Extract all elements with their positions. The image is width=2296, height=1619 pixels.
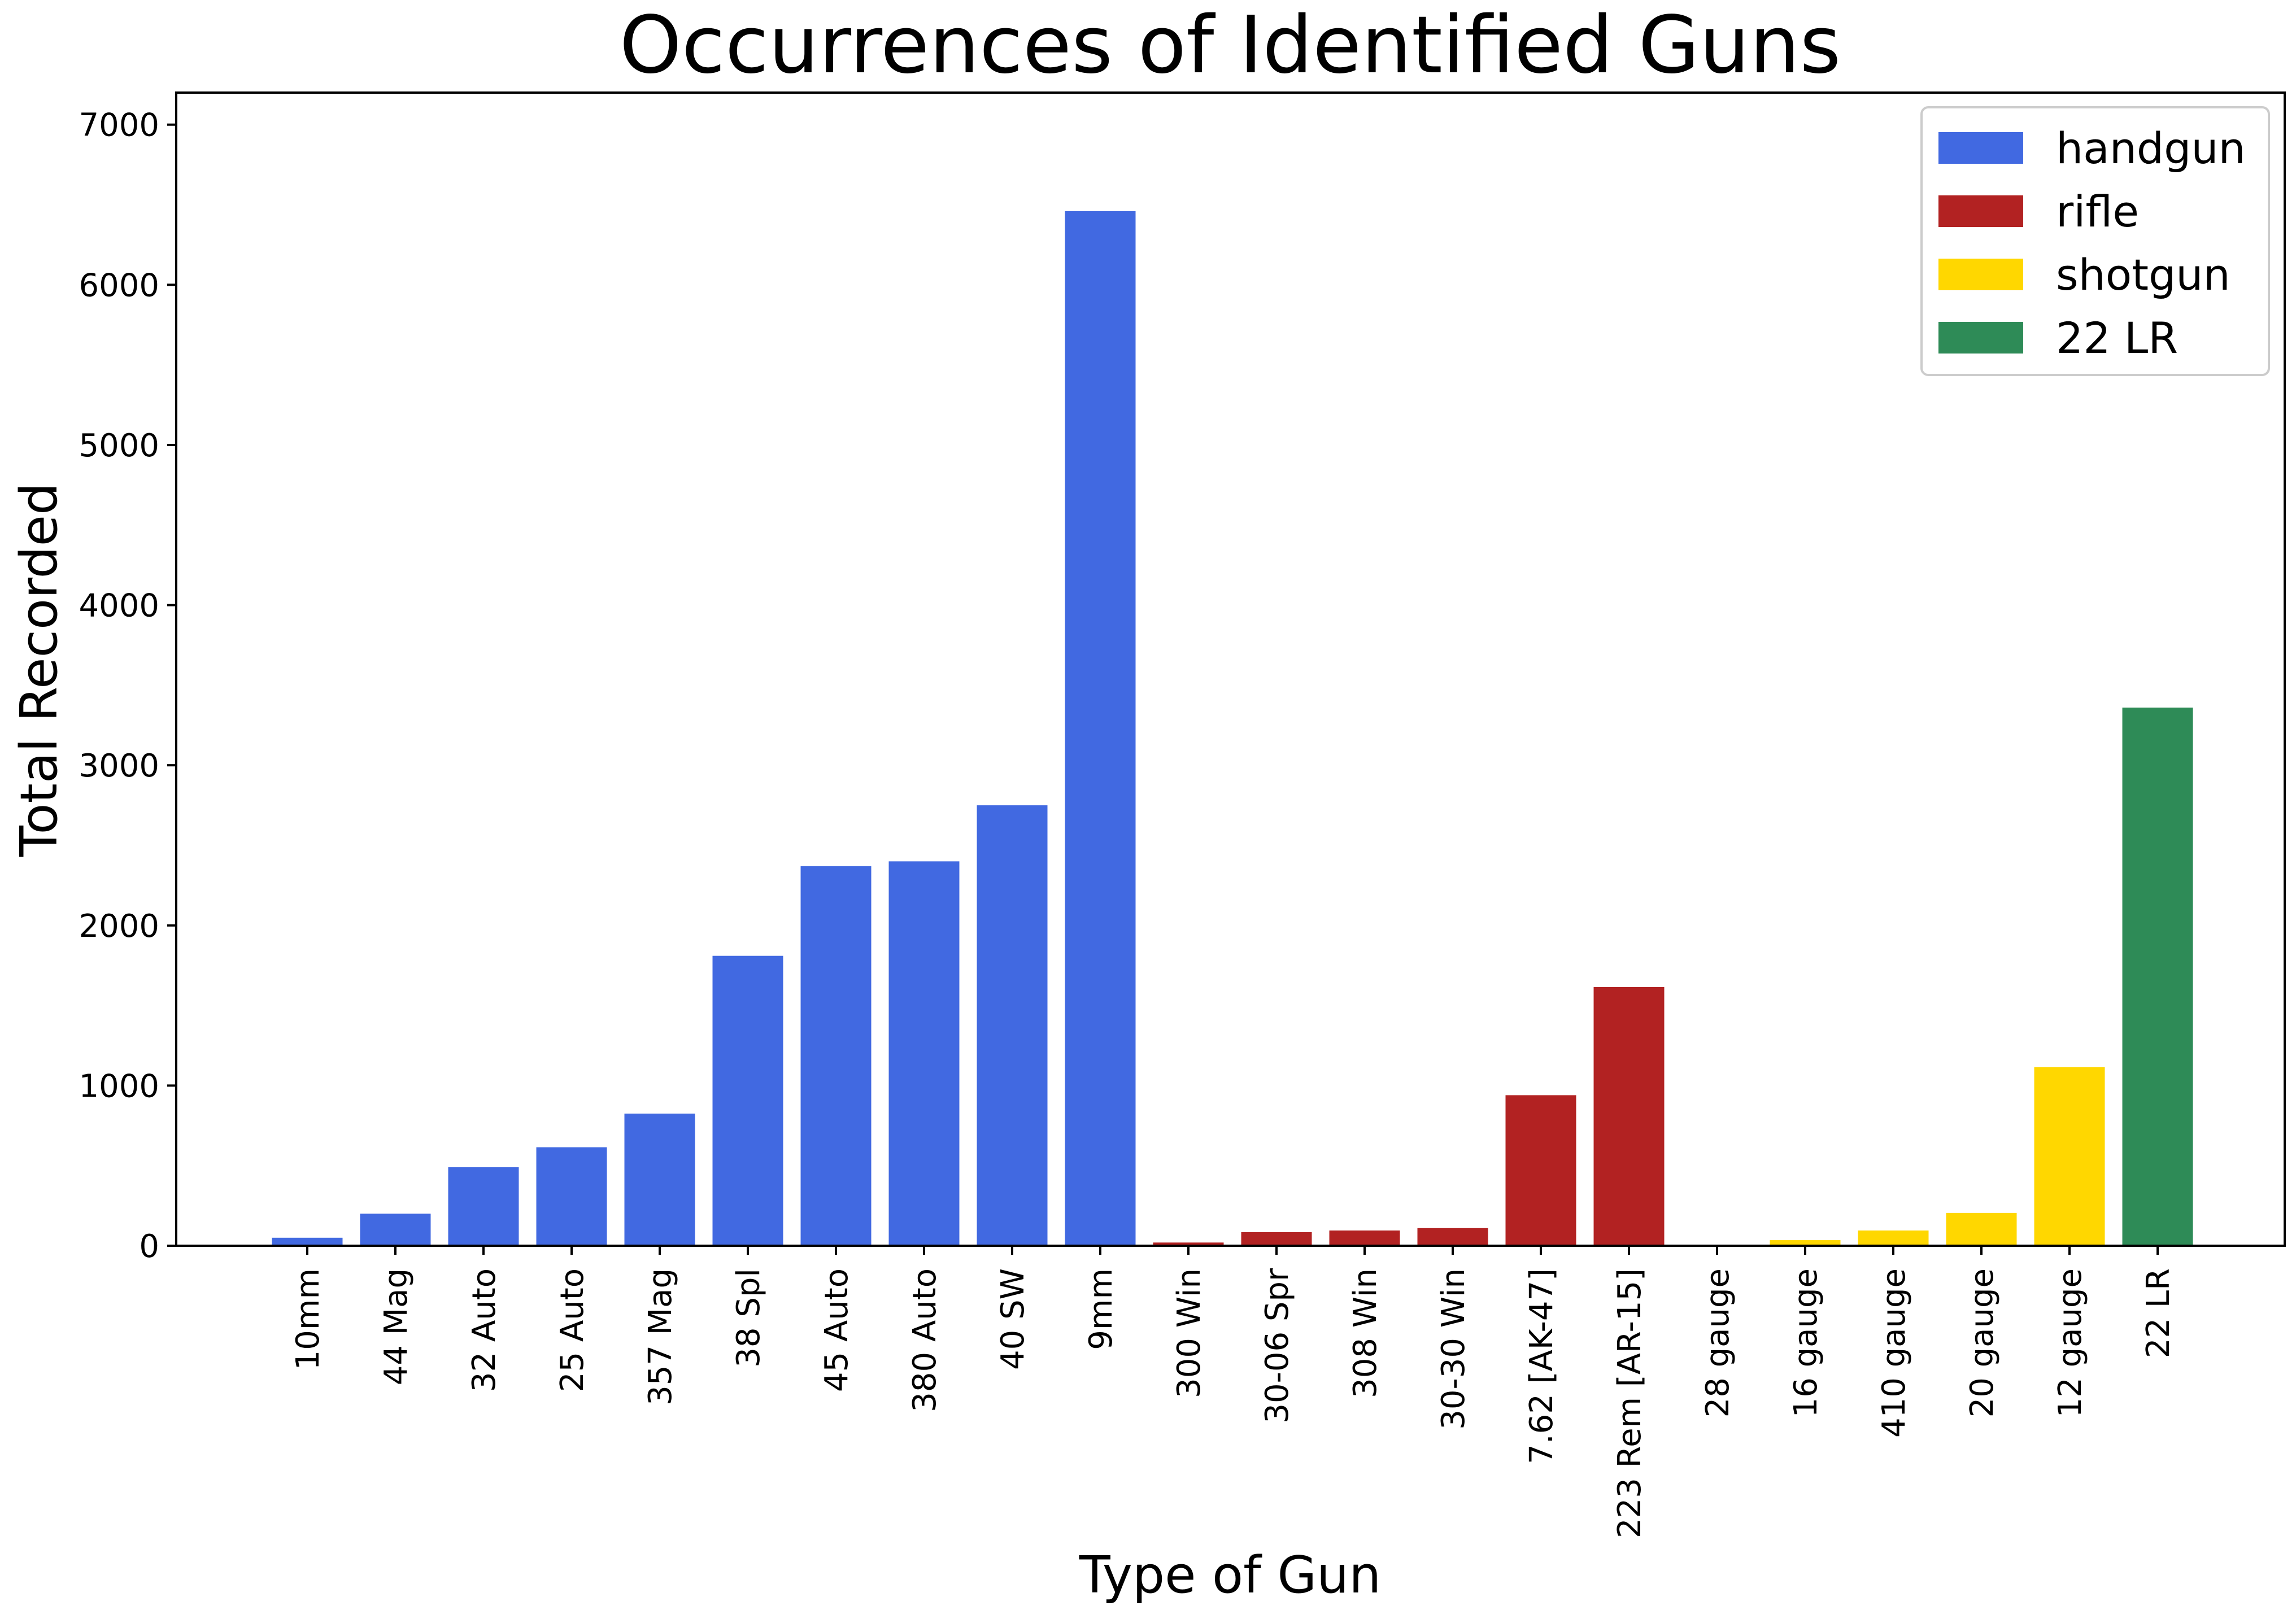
bars-group — [272, 211, 2193, 1246]
legend-box — [1920, 106, 2270, 376]
bar-44-mag — [360, 1214, 431, 1246]
bar-30-30-win — [1417, 1228, 1488, 1246]
x-tick-label: 40 SW — [995, 1268, 1031, 1370]
bar-223-rem-ar-15- — [1593, 987, 1665, 1246]
legend-label: 22 LR — [2056, 313, 2178, 363]
bar-7-62-ak-47- — [1505, 1095, 1576, 1246]
y-tick-label: 4000 — [79, 588, 159, 625]
x-tick-label: 300 Win — [1171, 1268, 1208, 1398]
x-tick-label: 223 Rem [AR-15] — [1611, 1268, 1648, 1538]
bar-357-mag — [624, 1114, 695, 1246]
y-tick-label: 0 — [139, 1228, 159, 1265]
bar-38-spl — [712, 955, 783, 1246]
x-tick-label: 357 Mag — [642, 1268, 679, 1406]
plot-area-frame — [175, 91, 2286, 1247]
y-tick-label: 3000 — [79, 748, 159, 784]
y-tick-label: 1000 — [79, 1068, 159, 1105]
x-tick-label: 30-06 Spr — [1259, 1268, 1296, 1424]
x-tick-label: 9mm — [1083, 1268, 1119, 1350]
bar-32-auto — [448, 1167, 519, 1246]
x-tick-label: 38 Spl — [730, 1268, 767, 1368]
y-axis-label: Total Recorded — [10, 483, 69, 857]
x-tick-label: 16 gauge — [1788, 1268, 1824, 1417]
chart-title: Occurrences of Identified Guns — [620, 0, 1841, 91]
x-tick-label: 28 gauge — [1700, 1268, 1736, 1417]
x-tick-label: 308 Win — [1347, 1268, 1384, 1398]
x-tick-label: 20 gauge — [1964, 1268, 2001, 1417]
bar-10mm — [272, 1237, 343, 1246]
x-axis-label: Type of Gun — [1079, 1546, 1382, 1605]
bar-40-sw — [977, 805, 1048, 1246]
x-tick-label: 12 gauge — [2052, 1268, 2089, 1417]
bar-380-auto — [888, 861, 960, 1246]
y-tick-label: 7000 — [79, 107, 159, 144]
legend-swatch-shotgun — [1938, 259, 2023, 290]
y-tick-label: 2000 — [79, 908, 159, 945]
x-tick-label: 45 Auto — [818, 1268, 855, 1392]
bar-410-gauge — [1858, 1230, 1929, 1246]
bar-30-06-spr — [1241, 1232, 1312, 1246]
y-tick-label: 5000 — [79, 427, 159, 464]
x-tick-label: 7.62 [AK-47] — [1523, 1268, 1560, 1464]
x-tick-label: 25 Auto — [554, 1268, 591, 1392]
bar-16-gauge — [1770, 1240, 1841, 1246]
x-tick-label: 380 Auto — [907, 1268, 943, 1412]
x-tick-label: 22 LR — [2140, 1268, 2177, 1358]
x-tick-label: 30-30 Win — [1435, 1268, 1472, 1430]
legend-swatch-handgun — [1938, 132, 2023, 164]
x-tick-label: 410 gauge — [1876, 1268, 1912, 1438]
legend: handgun rifle shotgun 22 LR — [1920, 106, 2270, 376]
bar-22-lr — [2122, 708, 2193, 1246]
x-tick-label: 10mm — [290, 1268, 326, 1370]
legend-label: handgun — [2056, 123, 2246, 173]
bar-20-gauge — [1946, 1212, 2017, 1246]
bar-300-win — [1153, 1242, 1224, 1246]
x-tick-label: 32 Auto — [466, 1268, 503, 1392]
bar-9mm — [1065, 211, 1136, 1246]
legend-swatch-rifle — [1938, 195, 2023, 227]
bar-308-win — [1329, 1230, 1400, 1246]
legend-label: shotgun — [2056, 250, 2230, 300]
y-tick-label: 6000 — [79, 267, 159, 304]
y-axis-ticks: 0 1000 2000 3000 4000 5000 6000 7000 — [79, 107, 176, 1265]
bar-12-gauge — [2034, 1067, 2105, 1246]
legend-swatch-22-lr — [1938, 322, 2023, 354]
bar-25-auto — [536, 1147, 607, 1246]
x-axis-ticks: 10mm 44 Mag 32 Auto 25 Auto 357 Mag 38 Spl 45 … — [290, 1246, 2177, 1538]
legend-label: rifle — [2056, 186, 2139, 237]
x-tick-label: 44 Mag — [378, 1268, 415, 1385]
bar-45-auto — [800, 866, 872, 1246]
